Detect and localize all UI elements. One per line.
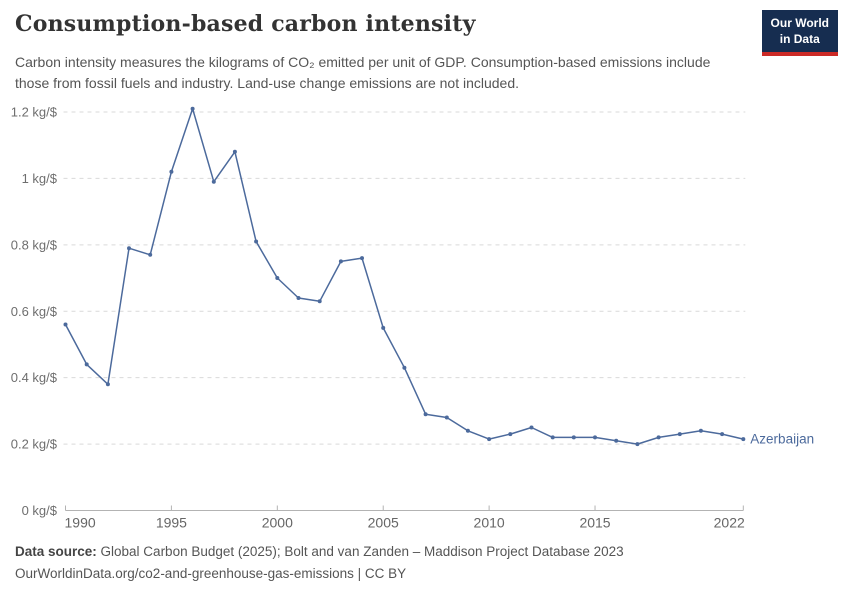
data-point[interactable] <box>211 179 216 184</box>
y-axis-tick-label: 0.8 kg/$ <box>11 237 58 252</box>
data-line <box>64 107 744 445</box>
series-label[interactable]: Azerbaijan <box>750 432 814 447</box>
x-axis-tick-label: 2010 <box>474 515 505 531</box>
data-point[interactable] <box>487 437 492 442</box>
x-axis-tick-label: 2005 <box>368 515 399 531</box>
data-point[interactable] <box>148 252 153 257</box>
x-axis-tick-label: 2022 <box>714 515 745 531</box>
line-chart: 0 kg/$ 0.2 kg/$ 0.4 kg/$ 0.6 kg/$ 0.8 kg/$ 1 … <box>11 105 814 531</box>
chart-footer: Data source: Global Carbon Budget (2025)… <box>15 541 624 585</box>
y-axis-tick-label: 1.2 kg/$ <box>11 105 58 120</box>
x-axis-tick-label: 1995 <box>156 515 187 531</box>
owid-logo-line2: in Data <box>779 31 820 46</box>
data-point[interactable] <box>423 412 428 417</box>
data-point[interactable] <box>635 442 640 447</box>
chart-area: 0 kg/$ 0.2 kg/$ 0.4 kg/$ 0.6 kg/$ 0.8 kg/$ 1 … <box>0 95 850 540</box>
data-point[interactable] <box>381 325 386 330</box>
y-axis-tick-label: 1 kg/$ <box>22 171 58 186</box>
data-source-label: Data source: <box>15 544 97 559</box>
data-point[interactable] <box>593 435 597 440</box>
data-point[interactable] <box>720 432 725 437</box>
data-source-line: Data source: Global Carbon Budget (2025)… <box>15 541 624 563</box>
data-point[interactable] <box>402 365 407 370</box>
y-axis-tick-label: 0.2 kg/$ <box>11 437 58 452</box>
data-point[interactable] <box>614 438 619 443</box>
data-point[interactable] <box>63 322 68 327</box>
x-axis-tick-label: 1990 <box>65 515 96 531</box>
data-point[interactable] <box>338 259 343 264</box>
x-axis-tick-label: 2000 <box>262 515 293 531</box>
x-axis-tick-label: 2015 <box>579 515 610 531</box>
data-point[interactable] <box>84 362 89 367</box>
data-point[interactable] <box>741 437 746 442</box>
data-point[interactable] <box>571 435 576 440</box>
data-point[interactable] <box>296 296 301 300</box>
data-point[interactable] <box>698 428 703 433</box>
data-point[interactable] <box>275 276 280 280</box>
y-axis-tick-label: 0.6 kg/$ <box>11 304 58 319</box>
owid-logo-line1: Our World <box>770 16 829 30</box>
data-source-text: Global Carbon Budget (2025); Bolt and va… <box>96 544 624 559</box>
data-point[interactable] <box>169 169 174 174</box>
license-line[interactable]: OurWorldinData.org/co2-and-greenhouse-ga… <box>15 565 407 581</box>
data-point[interactable] <box>190 106 195 111</box>
chart-subtitle: Carbon intensity measures the kilograms … <box>15 54 711 91</box>
data-point[interactable] <box>254 239 259 244</box>
data-point[interactable] <box>508 432 513 437</box>
data-point[interactable] <box>677 432 682 437</box>
data-point[interactable] <box>529 425 534 430</box>
data-point[interactable] <box>232 149 237 154</box>
data-point[interactable] <box>444 415 449 420</box>
page-title: Consumption-based carbon intensity <box>15 11 476 37</box>
y-axis-tick-label: 0 kg/$ <box>22 503 58 518</box>
owid-logo[interactable]: Our World in Data <box>761 10 838 57</box>
data-point[interactable] <box>127 246 131 251</box>
data-point[interactable] <box>317 299 322 304</box>
data-point[interactable] <box>465 428 470 433</box>
data-point[interactable] <box>105 382 110 387</box>
y-axis-tick-label: 0.4 kg/$ <box>11 370 58 385</box>
data-point[interactable] <box>656 435 661 440</box>
data-point[interactable] <box>360 256 364 261</box>
data-point[interactable] <box>550 435 555 440</box>
